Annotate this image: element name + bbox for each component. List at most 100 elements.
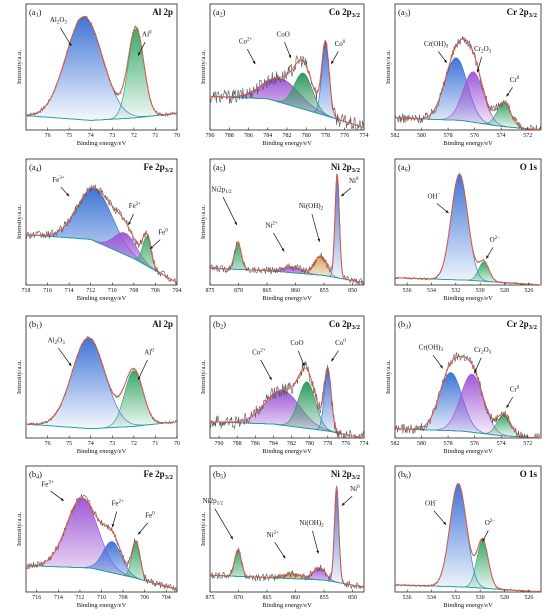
- background-line: [26, 234, 177, 283]
- panel-title: Co 2p3/2: [329, 7, 360, 19]
- y-axis-title: Intensity/a.u.: [200, 512, 207, 546]
- peak-label: Cr0: [506, 76, 520, 97]
- x-tick-label: 73: [109, 441, 115, 447]
- x-tick-label: 528: [500, 595, 509, 601]
- x-tick-label: 576: [470, 133, 479, 139]
- label-arrow: [312, 530, 319, 554]
- plot-area: [395, 36, 541, 130]
- raw-spectrum: [210, 41, 364, 130]
- x-tick-label: 708: [119, 595, 128, 601]
- x-tick-label: 784: [263, 133, 272, 139]
- x-tick-label: 582: [391, 441, 400, 447]
- xps-panel-a2: 790 788 786 784 782 780 778 776 774 Binding energ…: [200, 3, 369, 147]
- x-tick-label: 578: [444, 441, 453, 447]
- fit-envelope: [26, 187, 177, 284]
- arrow-head: [316, 550, 319, 554]
- panel-letter: (b4): [29, 469, 42, 481]
- fit-envelope: [26, 497, 177, 591]
- x-tick-label: 712: [86, 288, 95, 294]
- x-tick-label: 875: [206, 595, 215, 601]
- x-tick-label: 714: [65, 288, 74, 294]
- x-tick-label: 786: [244, 133, 253, 139]
- xps-panel-a6: 536 534 532 530 528 526 Binding energy/eV (a6) O…: [394, 158, 542, 302]
- panel-letter: (b1): [29, 319, 42, 331]
- label-arrow: [274, 542, 286, 559]
- xps-panel-a1: 76 75 74 73 72 71 70 Binding energy/eV Intensity…: [16, 3, 180, 147]
- x-axis-title: Binding energy/eV: [262, 602, 312, 609]
- plot-area: [26, 184, 177, 285]
- arrow-head: [506, 404, 510, 408]
- peak-label-text: Ni2p1/2: [203, 497, 224, 507]
- raw-spectrum: [210, 361, 364, 438]
- peak-label-text: OH−: [427, 193, 440, 201]
- peak-label-text: CoO: [290, 339, 303, 347]
- y-axis-title: Intensity/a.u.: [16, 205, 23, 239]
- arrow-head: [68, 362, 72, 366]
- x-tick-label: 784: [269, 441, 278, 447]
- peak-label-text: Ni(OH)2: [299, 202, 324, 212]
- x-tick-label: 860: [291, 288, 300, 294]
- arrow-head: [111, 524, 115, 528]
- panel-letter: (b6): [398, 469, 411, 481]
- x-tick-label: 532: [451, 595, 460, 601]
- arrow-head: [252, 60, 256, 64]
- panel-letter: (b3): [398, 319, 411, 331]
- plot-area: [26, 15, 177, 121]
- panel-letter: (a2): [213, 7, 226, 19]
- x-tick-label: 718: [22, 288, 31, 294]
- arrow-head: [301, 362, 305, 366]
- label-arrow: [222, 196, 238, 226]
- x-tick-label: 788: [233, 441, 242, 447]
- panel-title: Al 2p: [152, 319, 173, 329]
- peak-label-text: Co0: [335, 339, 346, 347]
- peak-label: Fe2+: [128, 202, 141, 226]
- arrow-head: [486, 255, 489, 259]
- peak-label: Ni2p1/2: [203, 497, 234, 540]
- x-axis-title: Binding energy/eV: [443, 295, 493, 302]
- arrow-head: [445, 210, 449, 213]
- peak-label-text: Fe3+: [52, 176, 65, 184]
- label-arrow: [311, 213, 320, 242]
- peak-label: O2−: [482, 519, 495, 542]
- arrow-head: [138, 531, 142, 535]
- x-tick-label: 706: [140, 595, 149, 601]
- peak-label: Ni2+: [267, 531, 286, 559]
- peak-label: Co0: [331, 339, 346, 362]
- peak-label: Ni2p1/2: [211, 185, 238, 226]
- panel-title: Ni 2p3/2: [331, 469, 360, 481]
- peak-label: Cr2O3: [474, 45, 492, 73]
- peak-label-text: CoO: [277, 30, 290, 38]
- peak-label-text: O2−: [490, 236, 501, 244]
- panel-letter: (a6): [398, 162, 411, 174]
- x-tick-label: 76: [45, 441, 51, 447]
- panel-title: Fe 2p3/2: [143, 469, 173, 481]
- peak-label: Cr(OH)3: [419, 344, 443, 369]
- peak-label-text: Cr2O3: [474, 346, 492, 356]
- x-axis-title: Binding energy/eV: [262, 448, 312, 455]
- x-tick-label: 786: [251, 441, 260, 447]
- x-tick-label: 580: [417, 133, 426, 139]
- plot-area: [210, 39, 364, 130]
- peak-label: CoO: [290, 339, 305, 367]
- x-tick-label: 71: [152, 133, 158, 139]
- x-tick-label: 572: [523, 133, 532, 139]
- plot-frame: [394, 465, 542, 593]
- x-tick-label: 778: [323, 441, 332, 447]
- x-tick-label: 71: [152, 441, 158, 447]
- peak-label: Ni(OH)2: [299, 519, 324, 554]
- x-tick-label: 716: [43, 288, 52, 294]
- peak-label-text: Ni0: [349, 177, 359, 185]
- arrow-head: [288, 54, 292, 58]
- y-axis-title: Intensity/a.u.: [16, 50, 23, 84]
- x-axis-title: Binding energy/eV: [77, 602, 127, 609]
- x-axis-title: Binding energy/eV: [443, 602, 493, 609]
- peak-label-text: Ni2p1/2: [211, 185, 232, 195]
- x-tick-label: 712: [75, 595, 84, 601]
- x-tick-label: 530: [476, 595, 485, 601]
- fit-envelope: [210, 366, 364, 438]
- x-tick-label: 782: [283, 133, 292, 139]
- peak-label: Al0: [137, 348, 154, 381]
- label-arrow: [433, 510, 447, 526]
- peak-label-text: Fe3+: [41, 480, 54, 488]
- x-tick-label: 875: [206, 288, 215, 294]
